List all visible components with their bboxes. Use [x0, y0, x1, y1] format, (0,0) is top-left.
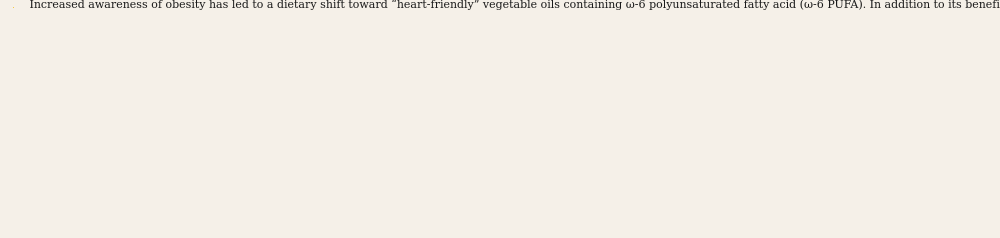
- Text: Increased awareness of obesity has led to a dietary shift toward “heart-friendly: Increased awareness of obesity has led t…: [12, 0, 1000, 10]
